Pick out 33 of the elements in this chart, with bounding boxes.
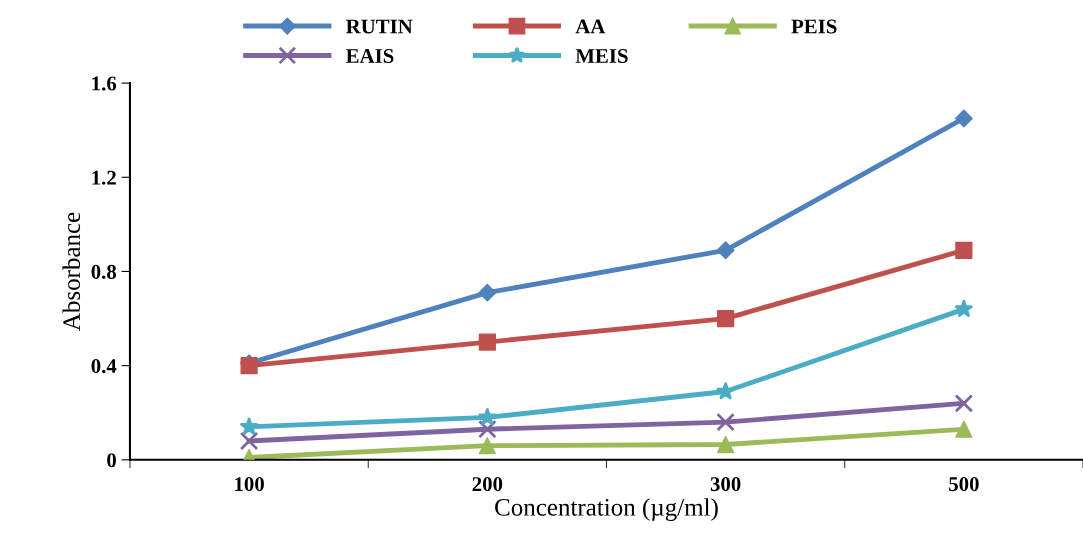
x-tick-label: 100: [235, 477, 264, 492]
point: [478, 437, 496, 455]
point: [478, 333, 496, 351]
point: [716, 309, 735, 328]
point: [716, 382, 735, 400]
point: [478, 283, 497, 302]
point: [478, 408, 497, 426]
point: [478, 419, 497, 439]
y-tick-label: 0: [107, 453, 116, 468]
legend-label: PEIS: [791, 19, 837, 34]
x-tick-label: 200: [472, 477, 503, 492]
point: [239, 431, 259, 451]
point: [955, 241, 973, 259]
legend-label: EAIS: [346, 48, 394, 63]
point: [716, 435, 735, 454]
point: [240, 417, 259, 435]
x-axis-title: Concentration (µg/ml): [495, 498, 718, 521]
point: [954, 394, 974, 413]
y-axis-title: Absorbance: [62, 212, 81, 331]
y-tick-label: 0.8: [91, 264, 117, 279]
y-tick-label: 0.4: [91, 359, 117, 374]
point: [954, 299, 973, 317]
x-tick-label: 300: [710, 477, 741, 492]
legend-label: RUTIN: [346, 19, 413, 34]
x-tick-label: 500: [949, 477, 979, 492]
y-tick-label: 1.2: [92, 170, 116, 185]
legend-label: MEIS: [575, 48, 628, 63]
point: [716, 412, 735, 432]
point: [954, 109, 973, 128]
point: [955, 420, 973, 438]
legend-label: AA: [575, 19, 606, 34]
y-tick-label: 1.6: [92, 76, 117, 91]
point: [716, 241, 735, 260]
